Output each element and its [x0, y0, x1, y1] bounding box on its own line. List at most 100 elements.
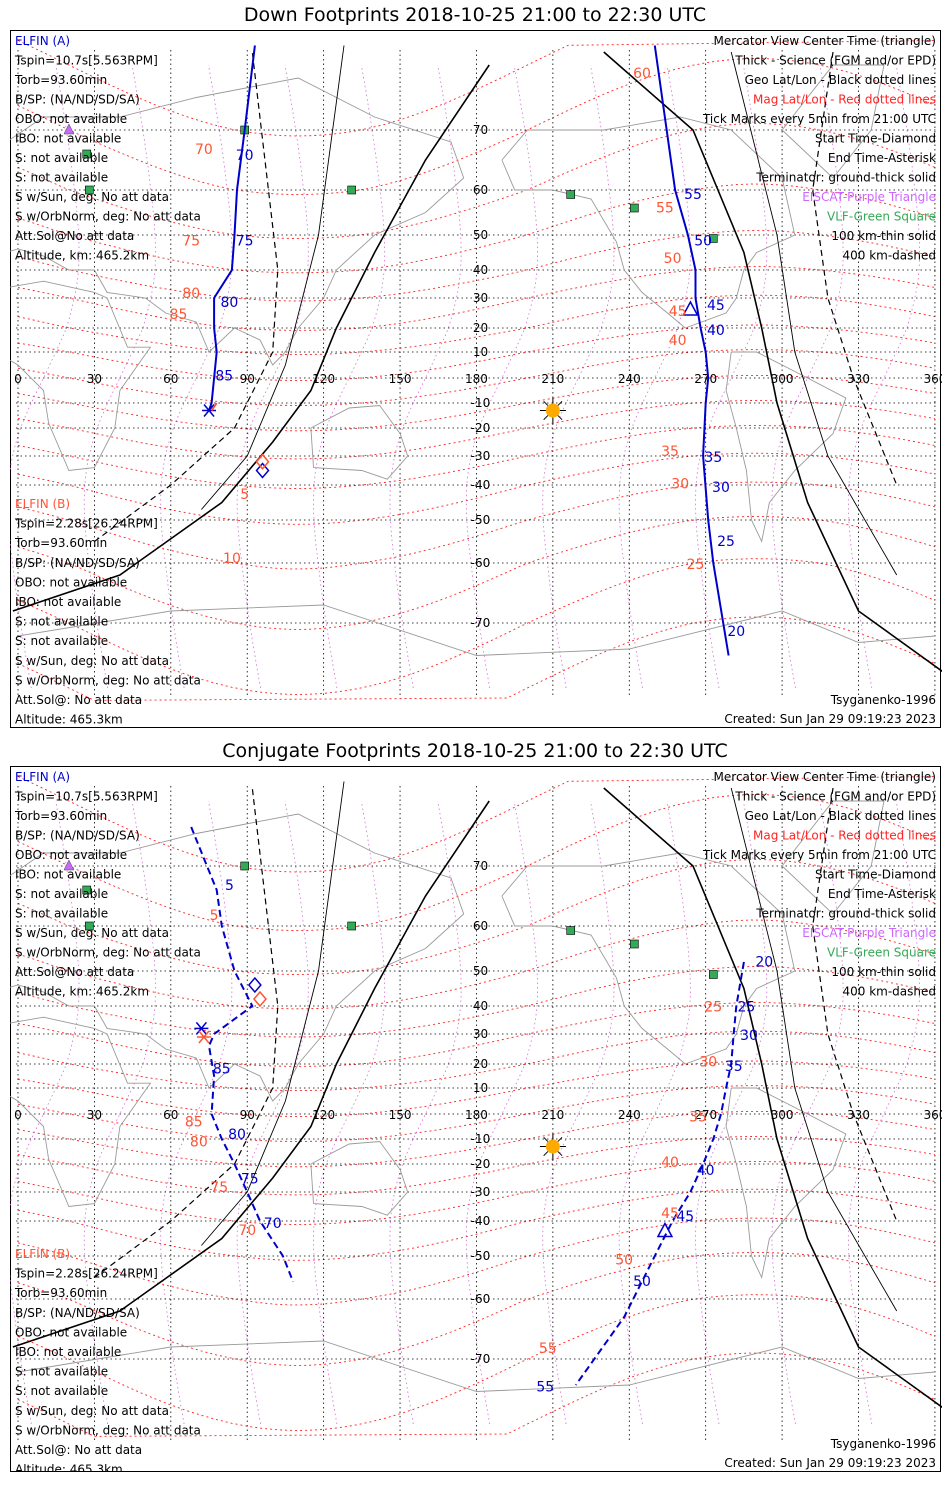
terminator-left — [12, 64, 490, 612]
track-tick-label: 30 — [712, 480, 730, 496]
legend-entry: Mag Lat/Lon - Red dotted lines — [753, 829, 936, 843]
coastline — [10, 77, 465, 366]
elfin-b-info-line: Tspin=2.28s[26.24RPM] — [14, 1267, 158, 1281]
elfin-a-info-line: Att.Sol@No att data — [15, 229, 134, 243]
sun-ray — [557, 415, 563, 421]
coastline — [310, 405, 409, 480]
elfin-b-info-line: IBO: not available — [15, 595, 121, 609]
legend-entry: EISCAT-Purple Triangle — [802, 190, 936, 204]
mag-meridian-line — [160, 64, 233, 689]
mag-lat-line — [17, 1161, 935, 1225]
track-tick-label: 55 — [539, 1341, 557, 1357]
sun-ray — [557, 1136, 563, 1142]
panel-title-down: Down Footprints 2018-10-25 21:00 to 22:3… — [243, 4, 707, 26]
elfin-a-info-line: Torb=93.60min — [14, 73, 107, 87]
coastline — [781, 800, 885, 915]
vlf-station-marker — [630, 939, 639, 949]
track-tick-label: 50 — [664, 251, 682, 267]
legend-entry: Thick - Science (FGM and/or EPD) — [734, 54, 936, 68]
mag-lat-line — [17, 294, 935, 356]
legend-entry: Mag Lat/Lon - Red dotted lines — [753, 93, 936, 107]
elfin-b-info-line: S w/OrbNorm, deg: No att data — [15, 1423, 201, 1437]
track-tick-label: 40 — [669, 333, 687, 349]
terminator-400km-right — [812, 787, 898, 1222]
elfin-b-info-line: S w/OrbNorm, deg: No att data — [15, 673, 201, 687]
elfin-b-info-line: Torb=93.60min — [14, 1286, 107, 1300]
y-tick-label: 60 — [473, 919, 488, 933]
series-elfin-a: 20 25 30 35 40 45 50 55 — [536, 955, 773, 1396]
elfin-a-info-line: Altitude, km: 465.2km — [15, 249, 149, 263]
legend-entry: VLF-Green Square — [827, 946, 936, 960]
series-elfin-b: 60 55 50 45 40 35 30 25 — [633, 66, 704, 573]
vlf-station-marker — [85, 921, 94, 931]
footprint-track — [208, 45, 256, 411]
track-tick-label: 5 — [225, 878, 234, 894]
mag-meridian-line — [236, 64, 309, 689]
elfin-b-info-line: Torb=93.60min — [14, 536, 107, 550]
start-diamond — [255, 453, 270, 470]
track-tick-label: 20 — [755, 955, 773, 971]
coastlines — [10, 64, 935, 656]
legend: Mercator View Center Time (triangle) Thic… — [702, 34, 936, 263]
center-time-triangle — [682, 300, 699, 316]
legend-entry: Mercator View Center Time (triangle) — [714, 34, 936, 48]
mag-meridian-line — [10, 800, 80, 1425]
terminator-group — [12, 45, 942, 673]
elfin-b-info-line: OBO: not available — [15, 575, 127, 589]
series-elfin-a: 55 50 45 40 35 30 25 20 — [653, 45, 745, 656]
elfin-b-info-line: S: not available — [15, 634, 108, 648]
geo-grid — [16, 50, 936, 698]
elfin-b-info: ELFIN (B) Tspin=2.28s[26.24RPM] Torb=93.60… — [14, 497, 201, 727]
track-tick-label: 25 — [717, 534, 735, 550]
legend-entry: 400 km-dashed — [842, 985, 936, 999]
x-tick-label: 150 — [389, 1108, 412, 1122]
model-label: Tsyganenko-1996 — [830, 693, 936, 707]
y-tick-label: -50 — [471, 1249, 491, 1263]
track-tick-label: 75 — [236, 234, 254, 250]
down-footprints-map: 0 30 60 90 120 150 180 210 240 270 300 330 360 70 60 50… — [10, 30, 942, 728]
sun-ray — [543, 400, 549, 406]
mag-lat-line — [17, 1252, 936, 1366]
track-tick-label: 80 — [190, 1135, 208, 1151]
track-tick-label: 40 — [707, 323, 725, 339]
legend-entry: End Time-Asterisk — [828, 887, 936, 901]
legend-entry: End Time-Asterisk — [828, 151, 936, 165]
mag-lat-line — [17, 776, 935, 873]
mag-meridian-line — [618, 64, 691, 689]
elfin-a-info-line: OBO: not available — [15, 112, 127, 126]
start-diamond — [247, 976, 262, 994]
y-tick-label: -10 — [471, 1132, 491, 1146]
sun-ray — [557, 1151, 563, 1157]
mag-meridian-line — [389, 64, 462, 689]
track-tick-label: 75 — [182, 234, 200, 250]
x-tick-label: 90 — [240, 372, 255, 386]
vlf-station-marker — [709, 234, 718, 243]
elfin-b-info-line: Att.Sol@: No att data — [15, 693, 142, 707]
x-tick-label: 300 — [771, 372, 794, 386]
elfin-a-info-line: S: not available — [15, 887, 108, 901]
coastline — [17, 604, 935, 656]
elfin-a-info-line: S w/OrbNorm, deg: No att data — [15, 210, 201, 224]
footprint-track — [574, 961, 745, 1386]
footprint-track — [653, 45, 730, 656]
elfin-b-info-line: S: not available — [15, 615, 108, 629]
coastline — [310, 1141, 409, 1216]
x-tick-label: 240 — [618, 372, 641, 386]
track-tick-label: 55 — [684, 187, 702, 203]
sun-ray — [543, 415, 549, 421]
elfin-a-info-line: S w/Sun, deg: No att data — [15, 190, 169, 204]
y-tick-label: 40 — [473, 999, 488, 1013]
terminator-left — [12, 800, 490, 1348]
start-diamond — [252, 990, 267, 1008]
legend-entry: 100 km-thin solid — [831, 229, 936, 243]
track-tick-label: 70 — [195, 142, 213, 158]
track-tick-label: 70 — [238, 1223, 256, 1239]
legend-entry: Tick Marks every 5min from 21:00 UTC — [702, 112, 936, 126]
terminator-100km-left — [201, 45, 345, 510]
mag-meridian-line — [465, 64, 539, 689]
map-frame — [10, 30, 941, 728]
track-tick-label: 40 — [697, 1163, 715, 1179]
legend-entry: Tick Marks every 5min from 21:00 UTC — [702, 848, 936, 862]
track-tick-label: 80 — [228, 1127, 246, 1143]
track-tick-label: 85 — [213, 1062, 231, 1078]
